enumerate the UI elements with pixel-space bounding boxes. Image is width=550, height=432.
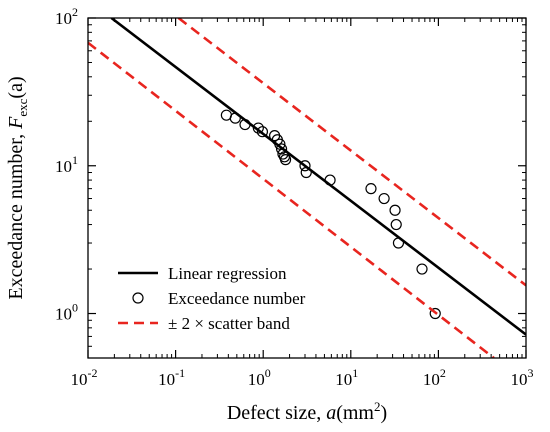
y-tick-label-exp: 1	[72, 153, 78, 167]
x-tick-label-exp: 0	[265, 366, 271, 380]
data-point	[390, 218, 402, 231]
data-point	[229, 112, 241, 124]
data-point	[392, 237, 405, 249]
data-point	[274, 138, 286, 150]
x-tick-label: 102	[423, 366, 446, 389]
y-tick-label: 101	[55, 153, 78, 176]
x-tick-label-base: 10	[423, 370, 440, 389]
y-axis-label-var: F	[5, 116, 27, 130]
x-tick-label-exp: 3	[528, 366, 534, 380]
data-point	[252, 122, 264, 134]
legend-label-scatter-band: ± 2 × scatter band	[168, 314, 290, 333]
x-tick-label: 103	[511, 366, 534, 389]
x-tick-label-exp: 2	[440, 366, 446, 380]
y-axis-label-arg: (a)	[5, 76, 27, 98]
data-point	[416, 263, 428, 275]
x-axis-label: Defect size, a(mm2)	[227, 399, 387, 424]
y-tick-label-exp: 2	[72, 5, 78, 19]
scatter-band-line-1	[177, 18, 526, 287]
x-tick-label-exp: -1	[175, 366, 185, 380]
x-tick-label: 10-2	[71, 366, 98, 389]
x-tick-label: 101	[335, 366, 358, 389]
data-point	[365, 183, 377, 195]
y-axis-label-prefix: Exceedance number,	[5, 129, 27, 300]
y-tick-label-base: 10	[55, 9, 72, 28]
data-point	[275, 143, 288, 155]
x-tick-label: 100	[248, 366, 271, 389]
x-axis-label-close: )	[381, 402, 388, 424]
legend-swatch-exceedance-number	[132, 292, 144, 304]
x-axis-label-suffix: (mm	[336, 402, 374, 424]
legend-label-linear-regression: Linear regression	[168, 264, 287, 283]
data-point	[279, 154, 292, 166]
data-point	[239, 118, 251, 131]
data-point	[256, 126, 269, 138]
y-tick-label: 100	[55, 301, 78, 324]
data-point	[300, 166, 312, 179]
data-point	[429, 307, 441, 320]
x-tick-label-base: 10	[158, 370, 175, 389]
legend: Linear regression Exceedance number ± 2 …	[118, 264, 306, 333]
data-point	[378, 192, 390, 205]
x-tick-label-exp: 1	[352, 366, 358, 380]
y-tick-label-base: 10	[55, 157, 72, 176]
data-point	[299, 160, 311, 172]
y-tick-label-base: 10	[55, 305, 72, 324]
x-tick-label-base: 10	[248, 370, 265, 389]
scatter-band-line-2	[88, 41, 495, 358]
x-tick-label: 10-1	[158, 366, 185, 389]
legend-label-exceedance-number: Exceedance number	[168, 289, 306, 308]
y-tick-label: 102	[55, 5, 78, 28]
y-axis-label-sub: exc	[15, 98, 30, 116]
data-point	[389, 204, 401, 216]
x-axis-label-var: a	[326, 402, 336, 424]
regression-line	[110, 18, 526, 336]
series-layer	[88, 18, 526, 358]
y-tick-label-exp: 0	[72, 301, 78, 315]
x-tick-label-exp: -2	[88, 366, 98, 380]
plot-frame	[87, 17, 527, 359]
data-point	[324, 174, 336, 186]
x-tick-label-base: 10	[71, 370, 88, 389]
x-tick-label-base: 10	[335, 370, 352, 389]
y-axis-label: Exceedance number, Fexc(a)	[5, 76, 30, 299]
x-tick-label-base: 10	[511, 370, 528, 389]
x-axis-label-prefix: Defect size,	[227, 402, 326, 424]
x-axis-label-sup: 2	[374, 399, 381, 414]
data-point	[277, 148, 289, 160]
